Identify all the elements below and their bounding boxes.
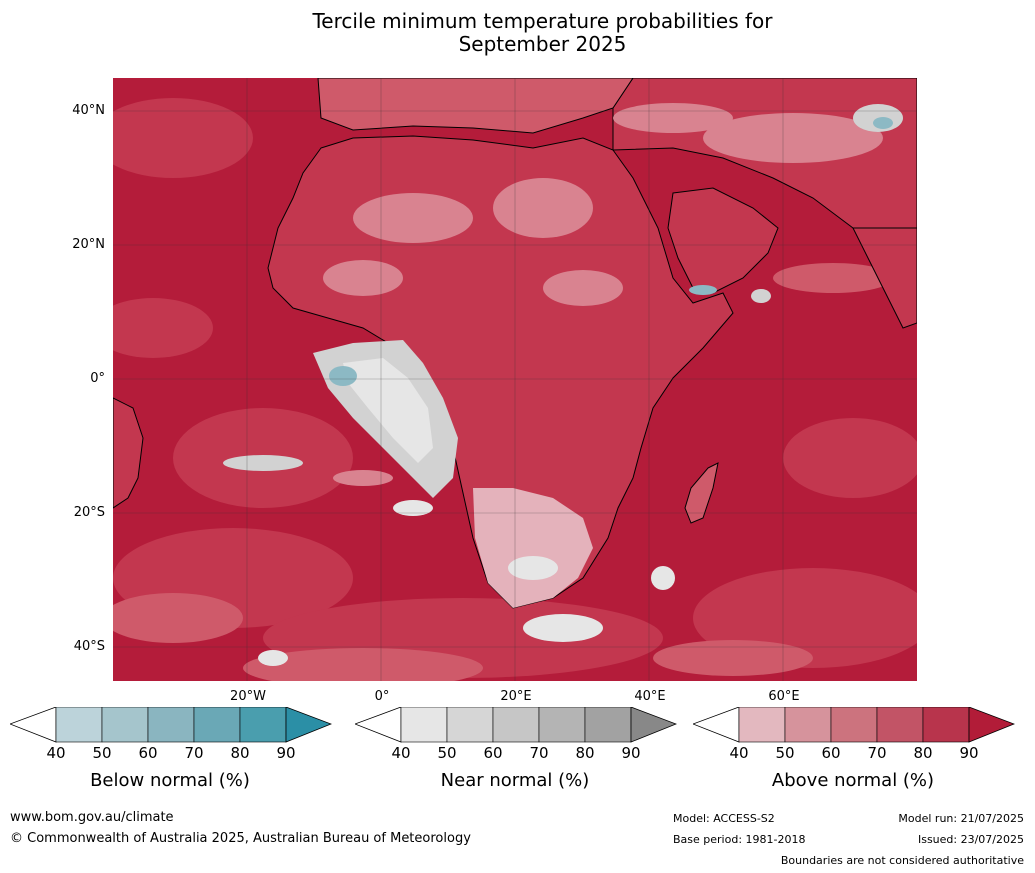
tick-label: 50 <box>775 744 795 762</box>
tick-label: 60 <box>138 744 158 762</box>
below-normal-patch <box>329 366 357 386</box>
title-line-1: Tercile minimum temperature probabilitie… <box>312 9 773 33</box>
lat-label-40s: 40°S <box>73 639 105 654</box>
colorbar-above-label: Above normal (%) <box>771 770 935 791</box>
lon-label-20e: 20°E <box>500 689 532 704</box>
colorbar-near-normal <box>355 707 677 743</box>
tick-label: 90 <box>276 744 296 762</box>
madagascar-landmass <box>684 462 719 524</box>
land-patches <box>323 103 883 306</box>
model-run-date: Model run: 21/07/2025 <box>898 812 1024 825</box>
issued-date: Issued: 23/07/2025 <box>917 833 1024 846</box>
near-normal-patch-sa <box>508 556 558 580</box>
tick-label: 50 <box>437 744 457 762</box>
probability-map <box>113 78 917 681</box>
colorbar-near-label: Near normal (%) <box>440 770 590 791</box>
colorbar-below-label: Below normal (%) <box>90 770 250 791</box>
boundaries-disclaimer: Boundaries are not considered authoritat… <box>780 854 1024 867</box>
lat-label-40n: 40°N <box>72 103 105 118</box>
lon-label-40e: 40°E <box>634 689 666 704</box>
tick-label: 70 <box>184 744 204 762</box>
tick-label: 40 <box>46 744 66 762</box>
ocean-patches <box>113 98 917 678</box>
lat-label-equator: 0° <box>90 371 105 386</box>
southern-africa-light <box>473 488 593 608</box>
tick-label: 90 <box>959 744 979 762</box>
tick-label: 60 <box>821 744 841 762</box>
ocean-patches-lighter <box>113 263 893 681</box>
tick-label: 40 <box>391 744 411 762</box>
india-landmass <box>852 227 917 329</box>
graticule <box>113 78 917 681</box>
website-link[interactable]: www.bom.gov.au/climate <box>10 810 174 825</box>
central-asia-below-patch <box>873 117 893 129</box>
colorbar-above-normal <box>693 707 1015 743</box>
lon-label-0: 0° <box>374 689 390 704</box>
title-line-2: September 2025 <box>458 32 627 56</box>
africa-landmass <box>267 135 734 609</box>
arabian-peninsula <box>667 187 779 294</box>
tick-label: 80 <box>230 744 250 762</box>
tick-label: 50 <box>92 744 112 762</box>
tick-label: 70 <box>867 744 887 762</box>
model-name: Model: ACCESS-S2 <box>673 812 775 825</box>
tick-label: 40 <box>729 744 749 762</box>
south-america-edge <box>113 397 144 509</box>
gulf-guinea-near-normal-light <box>343 358 433 463</box>
south-atlantic-streaks <box>223 455 675 666</box>
chart-title: Tercile minimum temperature probabilitie… <box>0 10 1035 56</box>
tick-label: 80 <box>913 744 933 762</box>
lon-label-20w: 20°W <box>230 689 266 704</box>
tick-label: 90 <box>621 744 641 762</box>
lat-label-20s: 20°S <box>73 505 105 520</box>
base-period: Base period: 1981-2018 <box>673 833 806 846</box>
tick-label: 70 <box>529 744 549 762</box>
copyright-text: © Commonwealth of Australia 2025, Austra… <box>10 831 471 846</box>
tick-label: 60 <box>483 744 503 762</box>
horn-below-patch <box>689 285 717 295</box>
lon-label-60e: 60°E <box>768 689 800 704</box>
colorbar-below-normal <box>10 707 332 743</box>
lat-label-20n: 20°N <box>72 237 105 252</box>
map-canvas <box>113 78 917 681</box>
arabian-sea-near-patch <box>751 289 771 303</box>
tick-label: 80 <box>575 744 595 762</box>
europe-landmass <box>317 78 634 134</box>
